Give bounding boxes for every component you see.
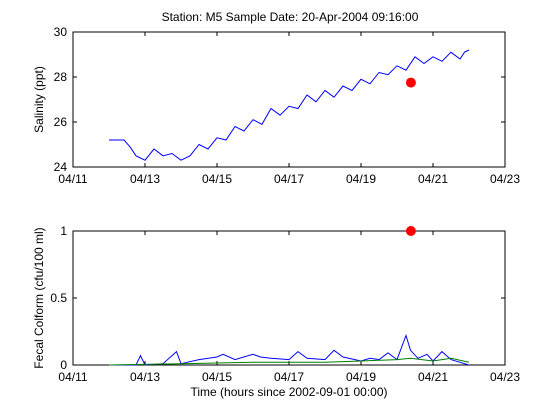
x-tick-label: 04/11	[58, 172, 87, 186]
y-tick-label: 0	[60, 358, 67, 372]
x-tick-label: 04/23	[490, 172, 520, 186]
fecal-coliform-panel: 04/11 04/13 04/15 04/17 04/19 04/21 04/23 0 0.5 1…	[32, 224, 520, 399]
y-tick-label: 28	[54, 70, 68, 84]
x-tick-label: 04/15	[202, 370, 232, 384]
x-tick-label: 04/23	[490, 370, 520, 384]
y-tick-label: 24	[54, 160, 68, 174]
x-tick-label: 04/15	[202, 172, 232, 186]
x-tick-label: 04/17	[274, 370, 304, 384]
x-tick-label: 04/13	[130, 172, 160, 186]
x-tick-label: 04/19	[346, 172, 376, 186]
sample-marker	[405, 226, 416, 236]
y-tick-label: 0.5	[50, 291, 67, 305]
plot-area-frame	[72, 31, 506, 168]
y-tick-label: 1	[60, 224, 67, 238]
y-axis-label: Fecal Colform (cfu/100 ml)	[32, 227, 46, 368]
plot-area-frame	[72, 230, 506, 366]
x-tick-label: 04/11	[58, 370, 87, 384]
x-axis-label: Time (hours since 2002-09-01 00:00)	[191, 385, 388, 399]
y-tick-label: 26	[54, 115, 68, 129]
sample-marker	[405, 77, 416, 88]
y-axis-label: Salinity (ppt)	[32, 66, 46, 133]
chart-title: Station: M5 Sample Date: 20-Apr-2004 09:…	[162, 10, 419, 24]
series-line	[108, 357, 470, 366]
series-line	[109, 333, 470, 366]
x-tick-label: 04/17	[274, 172, 304, 186]
series-line	[109, 49, 470, 161]
x-tick-label: 04/21	[418, 370, 448, 384]
y-tick-label: 30	[54, 25, 68, 39]
x-tick-label: 04/13	[130, 370, 160, 384]
x-tick-label: 04/19	[346, 370, 376, 384]
x-tick-label: 04/21	[418, 172, 448, 186]
salinity-panel: 04/11 04/13 04/15 04/17 04/19 04/21 04/23 24 26 2…	[32, 25, 520, 186]
